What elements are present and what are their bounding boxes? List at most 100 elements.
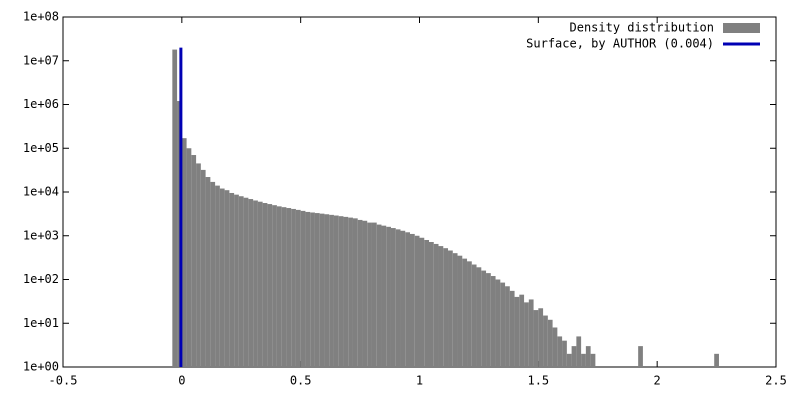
x-tick-label: -0.5 [49,374,78,388]
bar [533,310,539,367]
bar [581,353,586,367]
bar [276,206,282,367]
bar [343,216,349,367]
legend-label: Density distribution [570,21,715,35]
bar [414,235,420,367]
bar [528,299,534,367]
bar [400,230,406,367]
bar [286,208,292,367]
y-tick-label: 1e+06 [23,97,59,111]
bar [467,261,472,367]
bar [357,219,363,367]
bar [314,213,320,367]
bar [448,250,453,367]
bar [471,264,477,367]
bar [333,215,339,367]
x-tick-label: 1 [416,374,423,388]
bar [305,211,311,367]
bar [519,294,525,367]
legend-label: Surface, by AUTHOR (0.004) [526,37,714,51]
bar [481,270,487,367]
y-tick-label: 1e+01 [23,316,59,330]
bar [429,241,434,367]
bar [200,169,206,367]
bar [262,203,268,367]
bar [585,346,591,367]
bar [424,239,430,367]
bar [443,248,449,367]
bar [376,224,382,367]
bar [219,188,225,367]
bar [267,204,273,367]
bar [547,319,553,367]
bar [215,185,220,367]
bar [367,222,372,367]
bar [186,148,192,367]
bar [229,192,235,367]
bar [571,346,577,367]
x-tick-label: 1.5 [527,374,549,388]
bar [576,336,582,367]
bar [205,177,211,367]
bar [295,209,301,367]
bar [352,218,358,367]
bar [486,273,491,367]
bar [281,207,287,367]
y-tick-label: 1e+05 [23,141,59,155]
bar [386,226,391,367]
bar [319,213,325,367]
bar [590,353,596,367]
bar [196,163,201,367]
bar [243,197,249,367]
bar [552,327,558,367]
bar [500,282,506,367]
y-tick-label: 1e+08 [23,10,59,24]
bar [562,340,567,367]
bar [291,208,296,367]
legend-swatch [723,23,760,33]
bar [338,216,344,367]
y-tick-label: 1e+03 [23,228,59,242]
bar [253,200,258,367]
y-tick-label: 1e+02 [23,272,59,286]
bar [557,336,563,367]
bar [310,212,315,367]
bar [210,181,216,367]
bar [714,353,719,367]
bar [462,258,468,367]
bar [433,243,439,367]
y-tick-label: 1e+04 [23,185,59,199]
bar [452,253,458,367]
bar [329,214,334,367]
bar [509,290,515,367]
bar [224,190,230,367]
bar [490,276,496,367]
bar [457,255,463,367]
bar [324,214,330,367]
bar [438,246,444,367]
bar [495,279,501,367]
bar [566,353,572,367]
bar [524,302,529,367]
bar [371,222,377,367]
bar [381,225,387,367]
bar [405,232,410,367]
bar [362,220,368,367]
bar [409,233,415,367]
bar [638,346,643,367]
bar [538,308,544,367]
bar [514,296,520,367]
bar [238,196,244,367]
bar [419,237,425,367]
y-tick-label: 1e+00 [23,360,59,374]
x-tick-label: 0 [178,374,185,388]
bar [172,49,178,368]
bar [505,286,510,367]
bar [248,199,254,367]
bar [191,155,197,367]
x-tick-label: 0.5 [290,374,312,388]
y-tick-label: 1e+07 [23,53,59,67]
x-tick-label: 2.5 [765,374,787,388]
bar [181,138,187,367]
